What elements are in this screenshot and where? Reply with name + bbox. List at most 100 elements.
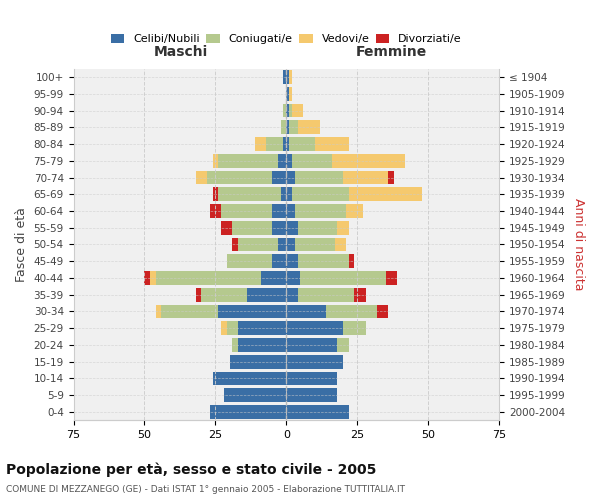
- Bar: [332, 154, 406, 168]
- Bar: [230, 355, 286, 368]
- Bar: [272, 221, 286, 234]
- Bar: [286, 120, 289, 134]
- Bar: [286, 254, 298, 268]
- Bar: [227, 254, 272, 268]
- Bar: [238, 338, 286, 352]
- Bar: [247, 288, 286, 302]
- Bar: [349, 254, 355, 268]
- Bar: [286, 154, 292, 168]
- Text: COMUNE DI MEZZANEGO (GE) - Dati ISTAT 1° gennaio 2005 - Elaborazione TUTTITALIA.: COMUNE DI MEZZANEGO (GE) - Dati ISTAT 1°…: [6, 485, 405, 494]
- Bar: [232, 221, 272, 234]
- Bar: [156, 271, 261, 285]
- Bar: [289, 137, 314, 151]
- Bar: [218, 188, 281, 201]
- Bar: [210, 405, 286, 419]
- Bar: [221, 221, 232, 234]
- Bar: [377, 304, 388, 318]
- Bar: [224, 388, 286, 402]
- Legend: Celibi/Nubili, Coniugati/e, Vedovi/e, Divorziati/e: Celibi/Nubili, Coniugati/e, Vedovi/e, Di…: [111, 34, 462, 44]
- Y-axis label: Fasce di età: Fasce di età: [15, 207, 28, 282]
- Bar: [289, 87, 292, 101]
- Bar: [286, 87, 289, 101]
- Text: Femmine: Femmine: [356, 44, 427, 59]
- Bar: [286, 188, 292, 201]
- Bar: [281, 188, 286, 201]
- Bar: [286, 70, 289, 84]
- Bar: [272, 254, 286, 268]
- Bar: [212, 188, 218, 201]
- Bar: [298, 288, 355, 302]
- Bar: [196, 170, 207, 184]
- Bar: [286, 388, 337, 402]
- Bar: [212, 372, 286, 386]
- Bar: [218, 154, 278, 168]
- Bar: [232, 238, 238, 252]
- Bar: [326, 304, 377, 318]
- Bar: [286, 271, 301, 285]
- Bar: [386, 271, 397, 285]
- Bar: [210, 204, 221, 218]
- Bar: [221, 322, 227, 335]
- Bar: [343, 322, 366, 335]
- Bar: [255, 137, 266, 151]
- Bar: [301, 271, 386, 285]
- Bar: [207, 170, 272, 184]
- Bar: [337, 221, 349, 234]
- Bar: [201, 288, 247, 302]
- Bar: [289, 120, 298, 134]
- Bar: [337, 338, 349, 352]
- Bar: [145, 271, 150, 285]
- Bar: [278, 238, 286, 252]
- Bar: [286, 221, 298, 234]
- Bar: [283, 70, 286, 84]
- Bar: [314, 137, 349, 151]
- Bar: [388, 170, 394, 184]
- Bar: [272, 204, 286, 218]
- Bar: [218, 304, 286, 318]
- Bar: [286, 322, 343, 335]
- Bar: [150, 271, 156, 285]
- Bar: [292, 188, 349, 201]
- Bar: [295, 238, 335, 252]
- Bar: [156, 304, 161, 318]
- Bar: [238, 238, 278, 252]
- Bar: [283, 104, 286, 118]
- Bar: [289, 70, 292, 84]
- Bar: [227, 322, 238, 335]
- Bar: [289, 104, 292, 118]
- Bar: [286, 405, 349, 419]
- Bar: [266, 137, 283, 151]
- Bar: [286, 170, 295, 184]
- Bar: [196, 288, 201, 302]
- Bar: [298, 221, 337, 234]
- Text: Popolazione per età, sesso e stato civile - 2005: Popolazione per età, sesso e stato civil…: [6, 462, 376, 477]
- Bar: [292, 154, 332, 168]
- Bar: [286, 137, 289, 151]
- Bar: [286, 355, 343, 368]
- Bar: [346, 204, 363, 218]
- Bar: [238, 322, 286, 335]
- Bar: [295, 204, 346, 218]
- Bar: [286, 372, 337, 386]
- Bar: [292, 104, 304, 118]
- Bar: [295, 170, 343, 184]
- Text: Maschi: Maschi: [154, 44, 208, 59]
- Bar: [286, 238, 295, 252]
- Bar: [278, 154, 286, 168]
- Bar: [221, 204, 272, 218]
- Bar: [286, 338, 337, 352]
- Bar: [286, 104, 289, 118]
- Bar: [298, 254, 349, 268]
- Bar: [286, 204, 295, 218]
- Y-axis label: Anni di nascita: Anni di nascita: [572, 198, 585, 290]
- Bar: [349, 188, 422, 201]
- Bar: [355, 288, 366, 302]
- Bar: [212, 154, 218, 168]
- Bar: [232, 338, 238, 352]
- Bar: [286, 288, 298, 302]
- Bar: [298, 120, 320, 134]
- Bar: [283, 137, 286, 151]
- Bar: [343, 170, 388, 184]
- Bar: [272, 170, 286, 184]
- Bar: [286, 304, 326, 318]
